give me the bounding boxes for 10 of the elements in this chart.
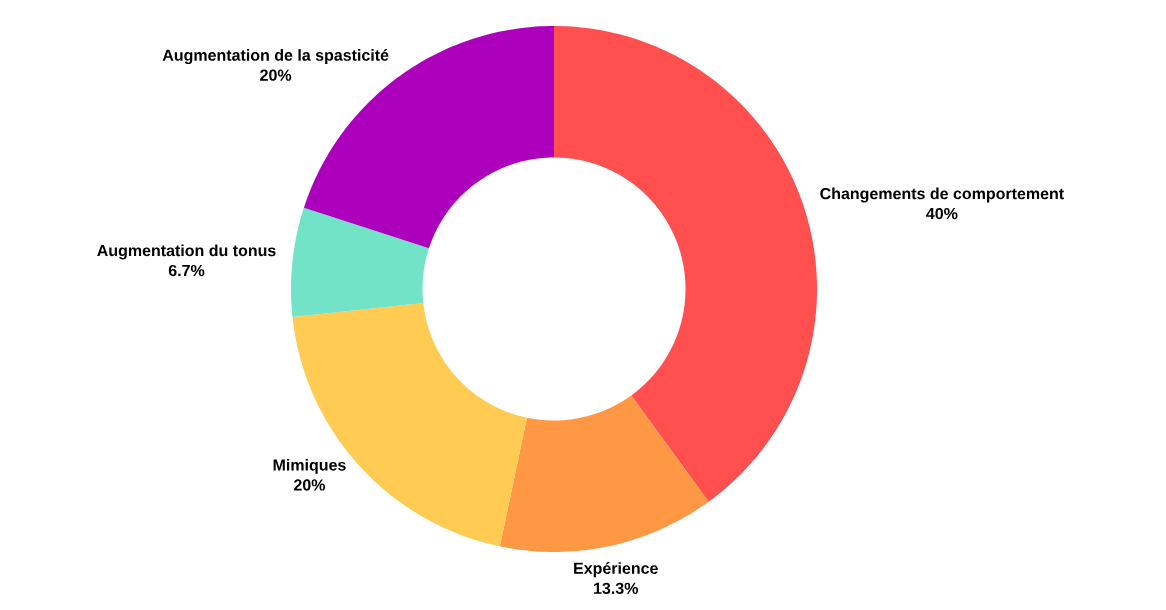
data-label: 6.7% — [168, 264, 205, 277]
slice-label: Expérience — [574, 562, 658, 578]
slice-label: Changements de comportement — [820, 187, 1064, 203]
slice-label: Augmentation du tonus — [97, 244, 276, 260]
slice-label: Mimiques — [273, 458, 346, 474]
data-label: 13.3% — [594, 582, 638, 594]
data-label: 20% — [260, 69, 292, 81]
slice-label: Augmentation de la spasticité — [162, 48, 389, 65]
data-label: 20% — [293, 479, 326, 491]
data-label: 40% — [926, 207, 958, 220]
